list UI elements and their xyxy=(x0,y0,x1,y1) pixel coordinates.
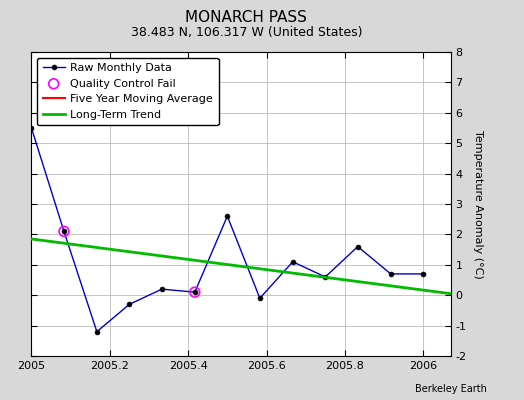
Text: MONARCH PASS: MONARCH PASS xyxy=(185,10,307,25)
Legend: Raw Monthly Data, Quality Control Fail, Five Year Moving Average, Long-Term Tren: Raw Monthly Data, Quality Control Fail, … xyxy=(37,58,219,125)
Quality Control Fail xyxy=(60,228,68,234)
Text: Berkeley Earth: Berkeley Earth xyxy=(416,384,487,394)
Raw Monthly Data xyxy=(192,290,198,294)
Raw Monthly Data xyxy=(420,272,427,276)
Raw Monthly Data xyxy=(28,126,35,130)
Raw Monthly Data xyxy=(159,287,165,292)
Raw Monthly Data xyxy=(224,214,231,218)
Text: 38.483 N, 106.317 W (United States): 38.483 N, 106.317 W (United States) xyxy=(130,26,362,39)
Raw Monthly Data xyxy=(126,302,133,307)
Raw Monthly Data xyxy=(290,259,296,264)
Y-axis label: Temperature Anomaly (°C): Temperature Anomaly (°C) xyxy=(473,130,483,278)
Quality Control Fail xyxy=(191,289,199,295)
Raw Monthly Data xyxy=(322,274,329,279)
Raw Monthly Data xyxy=(257,296,263,301)
Raw Monthly Data xyxy=(61,229,67,234)
Line: Raw Monthly Data: Raw Monthly Data xyxy=(29,126,425,334)
Raw Monthly Data xyxy=(355,244,361,249)
Raw Monthly Data xyxy=(94,329,100,334)
Raw Monthly Data xyxy=(388,272,394,276)
